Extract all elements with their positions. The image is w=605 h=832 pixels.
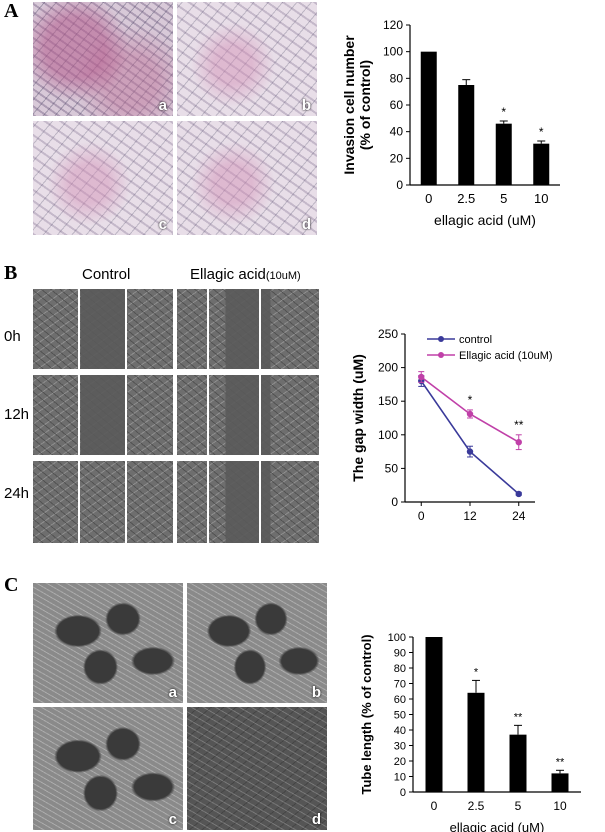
y-tick-label: 50 [385, 461, 399, 475]
subpanel-label: a [158, 97, 167, 114]
legend-marker [438, 336, 444, 342]
subpanel-label: a [168, 684, 177, 701]
bar [420, 51, 437, 185]
y-axis-label: Invasion cell number(% of control) [341, 35, 373, 175]
y-axis-label: The gap width (uM) [350, 354, 366, 482]
bar [467, 692, 485, 792]
y-tick-label: 50 [394, 710, 406, 722]
y-tick-label: 120 [383, 18, 403, 32]
subpanel-label: c [168, 811, 177, 828]
y-tick-label: 60 [390, 98, 404, 112]
y-tick-label: 100 [383, 45, 403, 59]
y-tick-label: 80 [394, 663, 406, 675]
treatment-conc: (10uM) [265, 270, 301, 282]
treatment-label: Ellagic acid [190, 266, 266, 283]
data-point [515, 490, 522, 498]
x-tick-label: 2.5 [457, 191, 475, 206]
bar [458, 85, 475, 185]
micrograph-c-c: c [33, 707, 183, 830]
y-tick-label: 10 [394, 772, 406, 784]
y-tick-label: 0 [391, 495, 398, 509]
y-tick-label: 100 [388, 632, 406, 644]
micrograph-a-d: d [177, 121, 317, 235]
y-tick-label: 200 [378, 361, 398, 375]
x-tick-label: 0 [431, 799, 438, 813]
bar [509, 734, 527, 792]
y-tick-label: 80 [390, 71, 404, 85]
y-tick-label: 60 [394, 694, 406, 706]
chart-invasion: 0 20 40 60 80 100 120 0 2.5 * 5 * 10 ellagic acid (uM… [341, 18, 560, 228]
significance-mark: ** [514, 418, 524, 432]
x-tick-label: 24 [512, 509, 526, 523]
y-tick-label: 40 [394, 725, 406, 737]
scratch-treat-24h [177, 461, 319, 543]
y-tick-label: 0 [400, 787, 406, 799]
significance-mark: * [468, 393, 473, 407]
scratch-control-24h [33, 461, 173, 543]
x-tick-label: 0 [425, 191, 432, 206]
micrograph-c-b: b [187, 583, 327, 703]
column-header-treatment: Ellagic acid(10uM) [190, 266, 301, 283]
subpanel-label: d [301, 216, 311, 233]
panel-label-b: B [4, 262, 18, 284]
data-point [418, 373, 425, 381]
y-tick-label: 20 [390, 151, 404, 165]
bar [425, 637, 443, 792]
row-label-12h: 12h [4, 406, 30, 423]
subpanel-label: b [311, 684, 321, 701]
chart-tube-length: 0 10 20 30 40 50 60 70 80 90 100 0 * 2.5 ** 5 ** 10 ellagi… [359, 632, 581, 832]
y-tick-label: 250 [378, 327, 398, 341]
x-tick-label: 5 [515, 799, 522, 813]
scratch-treat-0h [177, 289, 319, 369]
legend-marker [438, 352, 444, 358]
x-tick-label: 0 [418, 509, 425, 523]
micrograph-c-a: a [33, 583, 183, 703]
y-tick-label: 90 [394, 648, 406, 660]
significance-mark: ** [514, 711, 523, 723]
subpanel-label: b [301, 97, 311, 114]
data-point [466, 448, 474, 455]
legend-label: Ellagic acid (10uM) [459, 350, 553, 362]
scratch-control-12h [33, 375, 173, 455]
data-point [515, 438, 522, 446]
x-tick-label: 12 [463, 509, 477, 523]
panel-label-c: C [4, 574, 19, 596]
panel-label-a: A [4, 0, 19, 22]
subpanel-label: c [158, 216, 167, 233]
legend-label: control [459, 334, 492, 346]
data-point [466, 410, 474, 418]
x-tick-label: 10 [553, 799, 567, 813]
significance-mark: * [501, 105, 506, 119]
x-tick-label: 10 [534, 191, 548, 206]
micrograph-a-a: a [33, 2, 173, 116]
y-tick-label: 70 [394, 679, 406, 691]
row-label-24h: 24h [4, 485, 30, 502]
bar [533, 143, 550, 185]
y-tick-label: 150 [378, 394, 398, 408]
x-tick-label: 2.5 [468, 799, 485, 813]
significance-mark: * [539, 125, 544, 139]
y-tick-label: 20 [394, 756, 406, 768]
significance-mark: * [474, 666, 479, 678]
micrograph-c-d: d [187, 707, 327, 830]
micrograph-a-c: c [33, 121, 173, 235]
y-axis-label: Tube length (% of control) [359, 634, 374, 794]
scratch-control-0h [33, 289, 173, 369]
y-tick-label: 40 [390, 125, 404, 139]
y-tick-label: 30 [394, 741, 406, 753]
significance-mark: ** [556, 756, 565, 768]
bar [551, 773, 569, 792]
row-label-0h: 0h [4, 328, 21, 345]
x-axis-label: ellagic acid (uM) [450, 820, 545, 832]
x-axis-label: ellagic acid (uM) [434, 212, 536, 228]
subpanel-label: d [311, 811, 321, 828]
scratch-treat-12h [177, 375, 319, 455]
x-tick-label: 5 [500, 191, 507, 206]
bar [495, 123, 512, 185]
micrograph-a-b: b [177, 2, 317, 116]
y-tick-label: 100 [378, 428, 398, 442]
y-tick-label: 0 [396, 178, 403, 192]
column-header-control: Control [82, 266, 131, 283]
